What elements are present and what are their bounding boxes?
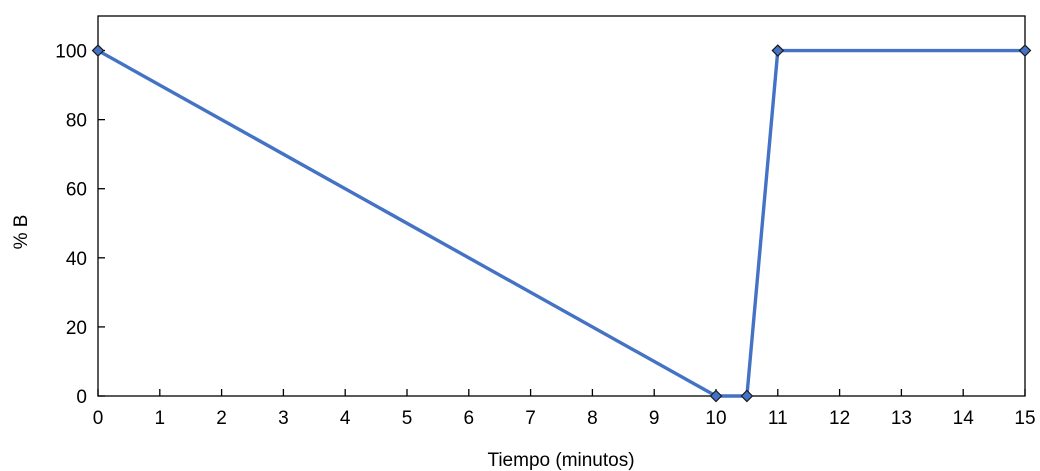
plot-area	[97, 15, 1026, 397]
x-tick-label: 2	[216, 408, 227, 429]
data-point-marker	[740, 389, 754, 403]
data-point-marker	[771, 44, 785, 57]
x-axis-title: Tiempo (minutos)	[487, 450, 634, 471]
y-tick-label: 80	[66, 111, 87, 132]
y-tick-label: 60	[66, 180, 87, 201]
x-tick-label: 4	[340, 408, 351, 429]
x-tick-label: 14	[953, 408, 975, 429]
x-tick-label: 3	[278, 408, 289, 429]
x-tick-label: 1	[155, 408, 166, 429]
data-point-marker	[709, 389, 723, 403]
x-tick-label: 8	[587, 408, 598, 429]
x-tick-label: 15	[1014, 408, 1035, 429]
x-tick-label: 13	[891, 408, 912, 429]
x-tick-label: 10	[705, 408, 726, 429]
x-tick-label: 9	[649, 408, 660, 429]
x-tick-label: 6	[464, 408, 475, 429]
x-tick-label: 12	[829, 408, 850, 429]
x-axis-ticks: 0 1 2 3 4 5 6 7 8 9 10 11 12 13 14 15	[93, 389, 1036, 429]
data-point-marker	[91, 44, 105, 57]
y-tick-label: 40	[66, 249, 87, 270]
x-tick-label: 11	[768, 408, 788, 429]
x-tick-label: 7	[525, 408, 536, 429]
y-axis-title: % B	[11, 215, 32, 250]
data-point-marker	[1018, 44, 1032, 57]
x-tick-label: 0	[93, 408, 104, 429]
y-tick-label: 100	[55, 42, 87, 63]
y-tick-label: 20	[66, 318, 87, 339]
series-layer	[91, 44, 1032, 403]
x-tick-label: 5	[402, 408, 413, 429]
y-tick-label: 0	[76, 387, 87, 408]
